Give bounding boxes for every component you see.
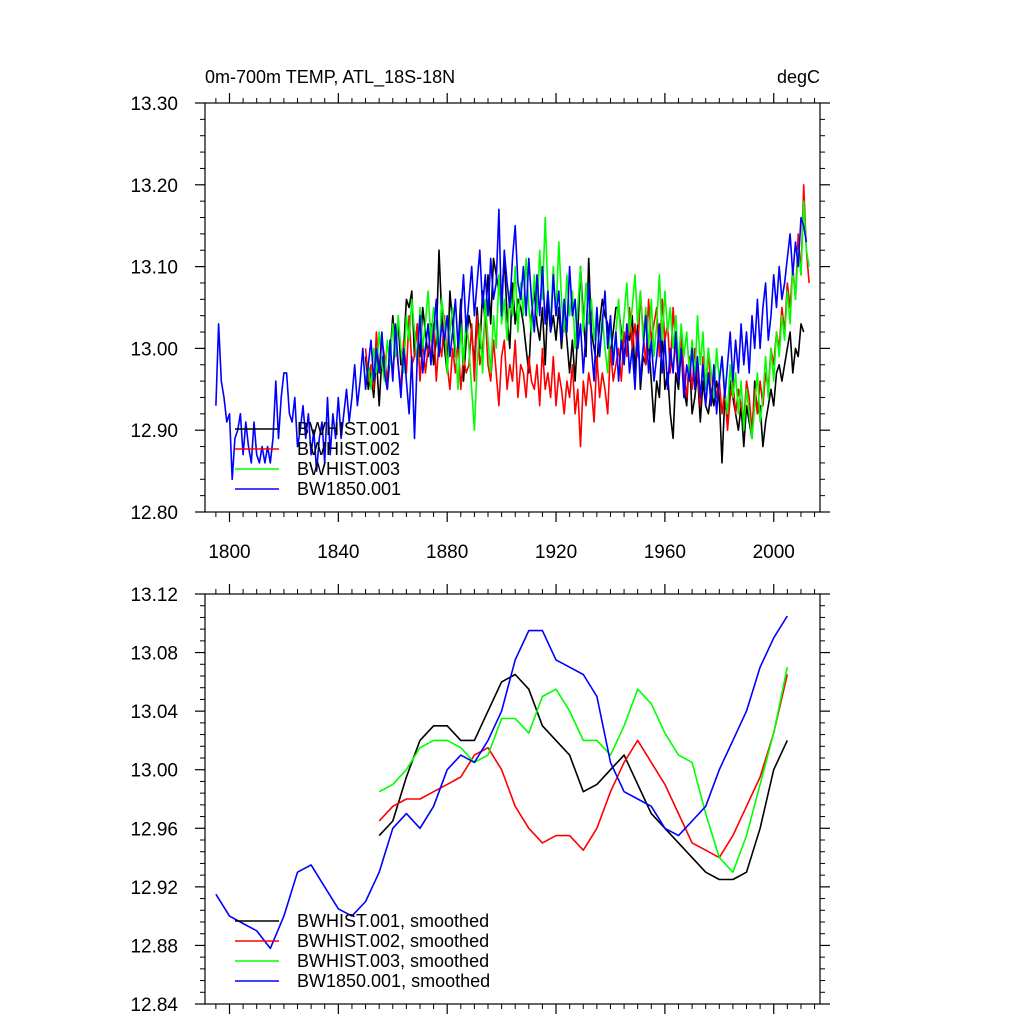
- y-tick-label: 12.88: [130, 936, 178, 957]
- series-line-0: [378, 673, 789, 881]
- series-line-0: [364, 249, 805, 464]
- y-tick-label: 12.92: [130, 878, 178, 899]
- plot-frame: [204, 102, 821, 513]
- y-tick-label: 13.20: [130, 176, 178, 197]
- series-group: [215, 184, 810, 481]
- y-tick-label: 13.00: [130, 761, 178, 782]
- y-tick-label: 12.96: [130, 819, 178, 840]
- y-tick-label: 13.10: [130, 258, 178, 279]
- x-tick-label: 1880: [426, 542, 468, 563]
- legend-label: BWHIST.002: [297, 439, 400, 459]
- y-tick-label: 13.00: [130, 339, 178, 360]
- y-tick-label: 13.12: [130, 585, 178, 606]
- legend-label: BWHIST.001: [297, 419, 400, 439]
- y-tick-label: 12.90: [130, 421, 178, 442]
- legend-label: BWHIST.001, smoothed: [297, 911, 489, 931]
- x-tick-label: 1800: [208, 542, 250, 563]
- plot-frame: [204, 593, 821, 1005]
- top-panel: 1800 1840 1880 1920 1960 2000 12.80 12.90 13.00 1…: [130, 67, 830, 563]
- series-line-3: [215, 615, 788, 950]
- series-group: [215, 615, 789, 950]
- x-tick-label: 1960: [644, 542, 686, 563]
- bottom-panel: 12.84 12.88 12.92 12.96 13.00 13.04 13.08 13.12…: [130, 584, 830, 1016]
- chart-units: degC: [777, 67, 820, 87]
- legend-label: BWHIST.003, smoothed: [297, 951, 489, 971]
- legend-label: BW1850.001, smoothed: [297, 971, 490, 991]
- x-tick-label: 1840: [317, 542, 359, 563]
- y-tick-label: 12.84: [130, 995, 178, 1016]
- x-tick-label: 2000: [753, 542, 795, 563]
- series-line-1: [378, 674, 789, 859]
- series-line-3: [215, 208, 808, 481]
- series-line-2: [378, 667, 789, 874]
- x-tick-label: 1920: [535, 542, 577, 563]
- y-tick-label: 13.04: [130, 702, 178, 723]
- legend-label: BWHIST.003: [297, 459, 400, 479]
- y-tick-label: 12.80: [130, 503, 178, 524]
- legend-label: BWHIST.002, smoothed: [297, 931, 489, 951]
- chart-title: 0m-700m TEMP, ATL_18S-18N: [205, 67, 455, 88]
- legend-label: BW1850.001: [297, 479, 401, 499]
- y-tick-label: 13.08: [130, 644, 178, 665]
- y-tick-label: 13.30: [130, 94, 178, 115]
